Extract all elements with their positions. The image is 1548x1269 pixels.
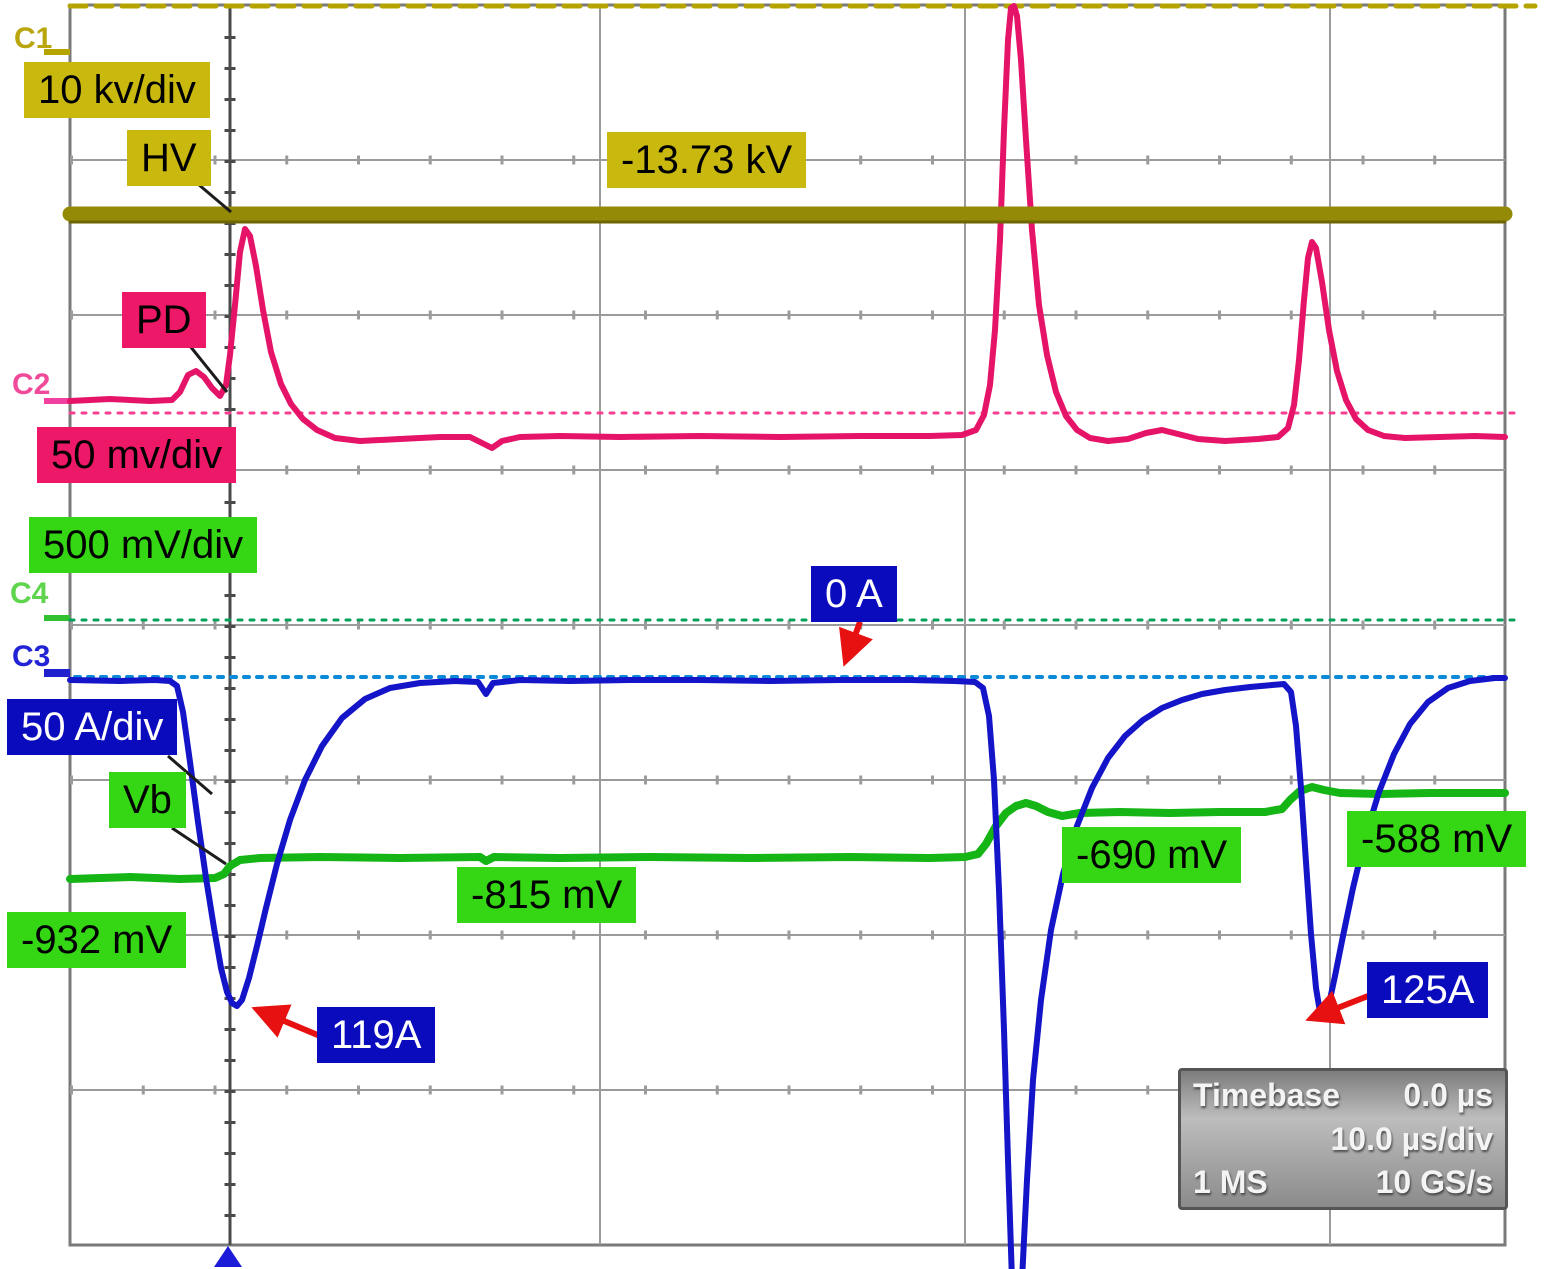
peak-125a-arrow <box>1305 990 1370 1025</box>
zero-current-label: 0 A <box>811 566 897 622</box>
peak-119a-arrow <box>251 1004 322 1039</box>
channel-label-c2: C2 <box>12 368 51 401</box>
hv-pointer-line <box>197 182 232 214</box>
hv-label: HV <box>127 130 211 186</box>
vb-588-label: -588 mV <box>1347 811 1527 867</box>
timebase-samples: 1 MS <box>1193 1164 1268 1200</box>
grid <box>68 3 1507 1247</box>
channel-label-c1: C1 <box>14 22 53 55</box>
pd-pointer-line <box>188 345 229 393</box>
timebase-panel: Timebase 0.0 µs 10.0 µs/div 1 MS 10 GS/s <box>1178 1068 1508 1210</box>
vb-pointer-line <box>171 826 227 866</box>
waveforms <box>62 3 1538 1269</box>
timebase-title: Timebase <box>1193 1077 1341 1113</box>
callout-arrows <box>251 620 1370 1039</box>
pd-label: PD <box>122 292 206 348</box>
timebase-offset: 0.0 µs <box>1403 1077 1493 1113</box>
vb-690-label: -690 mV <box>1062 827 1242 883</box>
vb-label: Vb <box>109 772 186 828</box>
c2-scale-label: 50 mv/div <box>37 427 237 483</box>
c1-scale-label: 10 kv/div <box>24 62 210 118</box>
channel-label-c3: C3 <box>12 640 51 673</box>
trigger-position-marker <box>214 1246 242 1267</box>
vb-815-label: -815 mV <box>457 867 637 923</box>
timebase-per-div: 10.0 µs/div <box>1330 1120 1493 1157</box>
current-scale-pointer-line <box>167 754 213 796</box>
hv-value-label: -13.73 kV <box>607 132 807 188</box>
pd-trace <box>67 3 1508 451</box>
vb-932-label: -932 mV <box>7 912 187 968</box>
pointer-lines <box>167 182 232 866</box>
zero-current-arrow <box>839 620 873 667</box>
channel-ground-markers <box>44 49 70 677</box>
peak-119a-label: 119A <box>317 1007 436 1063</box>
timebase-rate: 10 GS/s <box>1375 1164 1493 1200</box>
c4-scale-label: 500 mV/div <box>29 517 258 573</box>
channel-label-c4: C4 <box>10 577 49 610</box>
c3-scale-label: 50 A/div <box>7 699 178 755</box>
peak-125a-label: 125A <box>1367 962 1489 1018</box>
vb-trace <box>66 783 1509 883</box>
